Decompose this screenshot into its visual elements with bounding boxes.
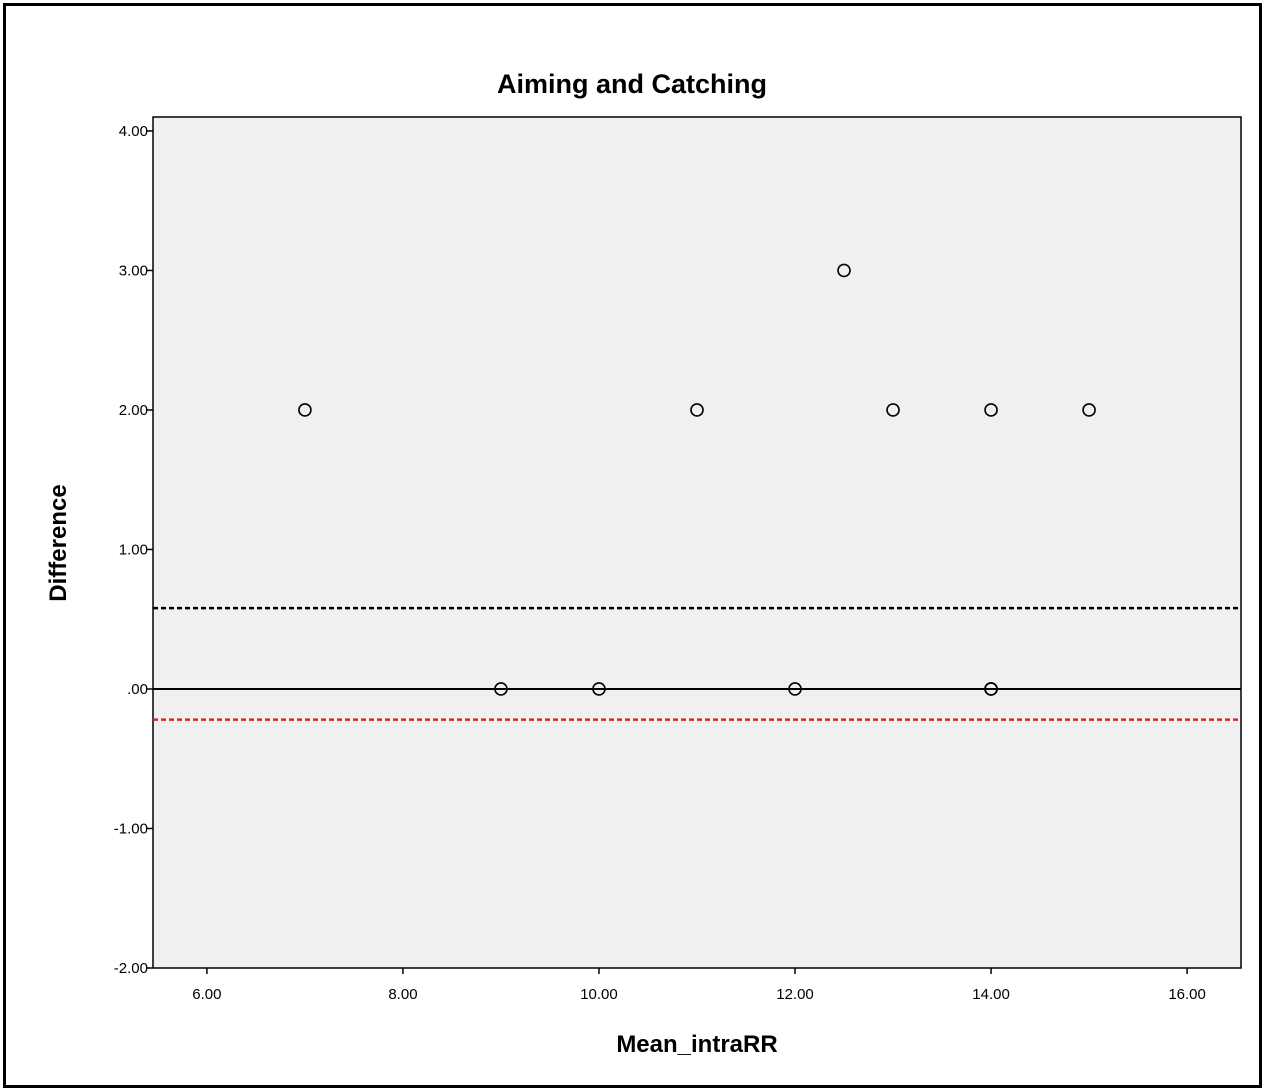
x-tick-label: 14.00 xyxy=(972,986,1010,1003)
data-point xyxy=(837,263,851,278)
x-tick-label: 10.00 xyxy=(580,986,618,1003)
y-tick-label: 1.00 xyxy=(119,541,148,558)
plot-area xyxy=(152,116,1242,969)
y-axis-ticks: 4.00 3.00 2.00 1.00 .00 -1.00 -2.00 xyxy=(114,123,153,977)
data-point xyxy=(984,403,998,417)
y-tick-label: 2.00 xyxy=(119,402,148,419)
data-point xyxy=(298,403,312,417)
data-points xyxy=(298,263,1096,696)
x-axis-title: Mean_intraRR xyxy=(616,1031,777,1058)
data-point xyxy=(1082,403,1096,417)
x-tick-label: 12.00 xyxy=(776,986,814,1003)
y-tick-label: 4.00 xyxy=(119,123,148,140)
reference-lines xyxy=(153,606,1241,721)
data-point xyxy=(494,682,508,696)
y-tick-label: .00 xyxy=(127,681,148,698)
data-point xyxy=(690,403,704,417)
chart-title: Aiming and Catching xyxy=(497,69,767,99)
data-point xyxy=(592,682,606,696)
x-tick-label: 8.00 xyxy=(388,986,417,1003)
x-axis-ticks: 6.00 8.00 10.00 12.00 14.00 16.00 xyxy=(192,968,1206,1003)
x-tick-label: 16.00 xyxy=(1168,986,1206,1003)
x-tick-label: 6.00 xyxy=(192,986,221,1003)
data-point xyxy=(788,682,802,696)
y-tick-label: -1.00 xyxy=(114,820,148,837)
y-axis-title: Difference xyxy=(45,484,72,601)
y-tick-label: -2.00 xyxy=(114,960,148,977)
data-point xyxy=(886,403,900,417)
data-point xyxy=(984,682,998,696)
y-tick-label: 3.00 xyxy=(119,262,148,279)
